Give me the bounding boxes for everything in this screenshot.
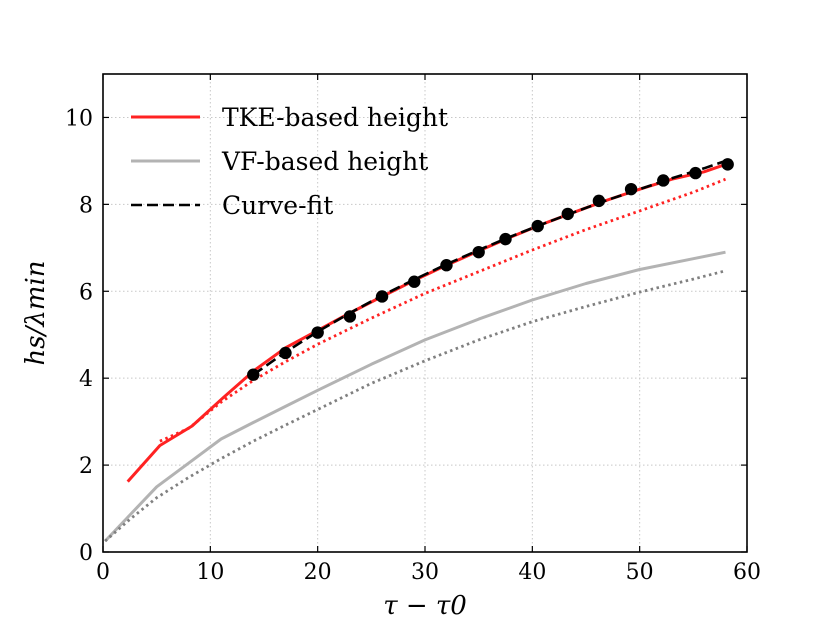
y-tick-label: 2: [79, 454, 93, 479]
x-tick-label: 10: [196, 560, 224, 585]
series-line-vf-based-height: [104, 250, 726, 543]
legend-label: VF-based height: [221, 147, 428, 176]
data-point-marker: [343, 310, 357, 323]
x-axis-label: τ − τ0: [383, 591, 467, 621]
data-point-marker: [440, 259, 453, 272]
data-point-marker: [592, 194, 606, 208]
series-layer: [104, 159, 727, 543]
series-line-tke-based-height-dotted: [159, 177, 727, 443]
series-line-vf-based-height-dotted: [104, 269, 726, 543]
legend-label: Curve-fit: [222, 191, 333, 220]
series-line-curve-fit: [252, 159, 726, 376]
x-tick-label: 60: [733, 560, 761, 585]
series-line-tke-based-height: [126, 162, 726, 483]
data-point-marker: [279, 346, 292, 360]
ticks: 0 10 20 30 40 50 60 0 2 4 6 8 10: [65, 74, 761, 585]
data-point-marker: [624, 182, 638, 196]
marker-layer: [247, 158, 734, 381]
plot-frame: [102, 73, 748, 553]
data-point-marker: [472, 245, 485, 259]
y-tick-label: 10: [65, 106, 93, 131]
grid-lines: [103, 74, 747, 552]
x-tick-label: 50: [626, 560, 654, 585]
y-tick-label: 6: [79, 280, 93, 305]
legend-label: TKE-based height: [222, 103, 448, 132]
data-point-marker: [499, 232, 512, 246]
y-tick-label: 0: [79, 541, 93, 566]
data-point-marker: [375, 290, 389, 303]
data-point-marker: [531, 219, 544, 233]
x-tick-label: 40: [518, 560, 546, 585]
data-point-marker: [561, 207, 574, 221]
x-tick-label: 20: [304, 560, 332, 585]
y-tick-label: 4: [79, 367, 93, 392]
data-point-marker: [689, 166, 702, 180]
legend: TKE-based height VF-based height Curve-fit: [131, 103, 448, 220]
data-point-marker: [311, 326, 324, 339]
data-point-marker: [657, 174, 670, 187]
data-point-marker: [247, 368, 260, 381]
x-tick-label: 30: [411, 560, 439, 585]
y-axis-label: hs/λmin: [21, 260, 51, 365]
y-tick-label: 8: [79, 193, 93, 218]
data-point-marker: [408, 275, 421, 288]
x-tick-label: 0: [96, 560, 110, 585]
data-point-marker: [721, 158, 734, 171]
